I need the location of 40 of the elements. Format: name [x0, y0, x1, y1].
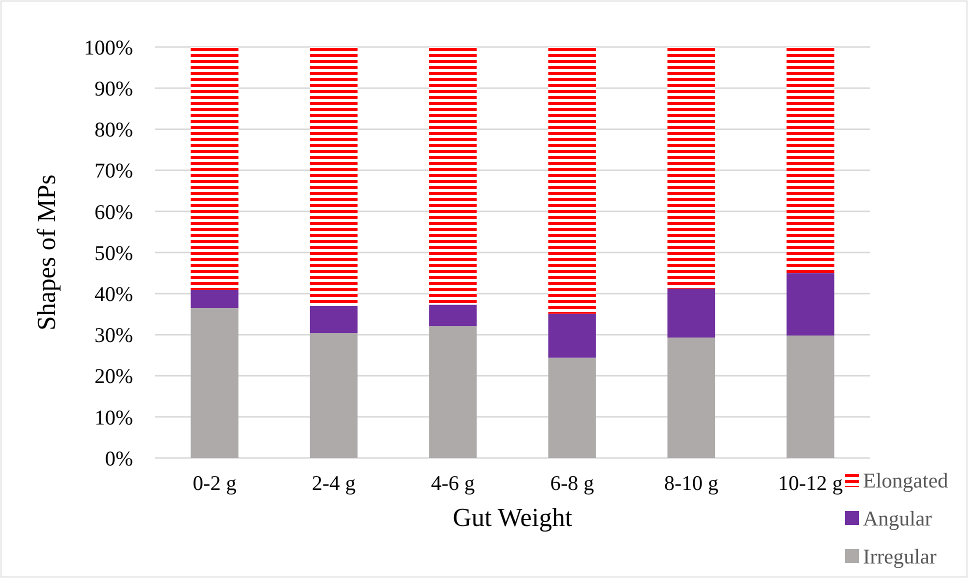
x-tick-label: 6-8 g — [550, 471, 594, 495]
bar — [190, 308, 238, 458]
legend-label: Elongated — [863, 468, 949, 492]
legend-label: Irregular — [863, 544, 936, 568]
x-tick-label: 8-10 g — [664, 471, 719, 495]
bar — [429, 304, 477, 326]
y-tick-label: 100% — [84, 35, 133, 60]
y-tick-label: 30% — [94, 323, 133, 348]
bar — [667, 47, 716, 289]
bar — [190, 290, 238, 308]
bar — [667, 288, 716, 338]
bar — [190, 47, 238, 290]
bar — [548, 358, 596, 458]
bar — [786, 47, 834, 274]
legend-label: Angular — [863, 506, 932, 530]
bar — [429, 47, 477, 305]
y-axis-title: Shapes of MPs — [32, 174, 61, 331]
x-tick-label: 4-6 g — [431, 471, 476, 495]
x-tick-label: 0-2 g — [192, 471, 237, 495]
bar — [786, 336, 834, 458]
bar — [667, 338, 716, 458]
bar — [429, 326, 477, 458]
y-tick-label: 40% — [94, 282, 133, 306]
y-tick-label: 90% — [94, 76, 133, 100]
y-tick-label: 10% — [94, 405, 133, 430]
bar — [786, 273, 834, 336]
bar — [548, 47, 596, 314]
y-tick-label: 70% — [94, 158, 133, 183]
y-tick-label: 60% — [94, 200, 133, 224]
bar — [548, 314, 596, 358]
y-tick-label: 20% — [94, 364, 133, 388]
bar — [310, 306, 358, 334]
x-tick-label: 10-12 g — [778, 471, 844, 495]
x-axis-title: Gut Weight — [452, 503, 574, 532]
x-tick-label: 2-4 g — [312, 471, 356, 495]
y-tick-label: 0% — [105, 446, 133, 470]
bar — [310, 333, 358, 458]
y-tick-label: 80% — [94, 118, 133, 142]
bar — [310, 47, 358, 306]
y-tick-label: 50% — [94, 240, 133, 265]
